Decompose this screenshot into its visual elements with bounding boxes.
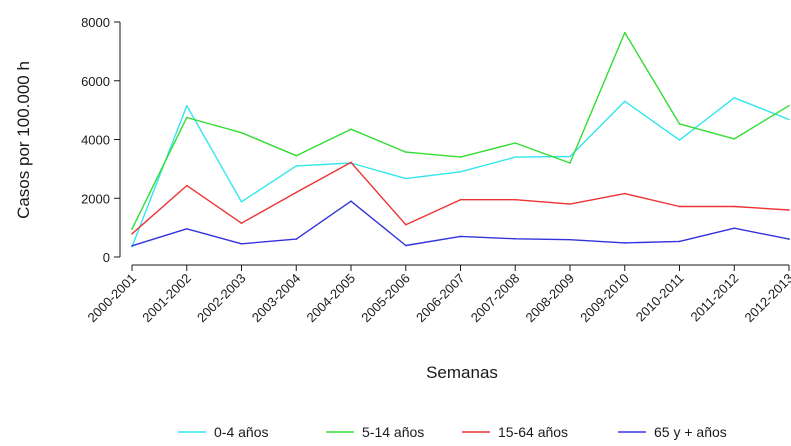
data-point [350,128,352,131]
x-tick-label: 2010-2011 [633,271,687,325]
data-point [350,161,352,164]
x-tick-label: 2012-2013 [742,271,791,326]
data-point [295,165,298,167]
series-layer [131,31,790,248]
data-point [295,238,298,240]
legend-label: 15-64 años [498,424,568,440]
data-point [788,238,790,240]
legend: 0-4 años 5-14 años 15-64 años 65 y + años [178,424,727,440]
y-tick-label: 4000 [81,133,110,148]
data-point [404,151,407,153]
data-point [459,171,462,173]
data-point [404,177,407,180]
data-point [623,242,626,244]
data-point [678,139,681,141]
y-axis-title: Casos por 100.000 h [14,61,33,219]
y-tick-label: 0 [103,250,110,265]
x-tick-label: 2005-2006 [358,271,413,326]
axes: 0 2000 4000 6000 8000 2000-2001 2001-2002 2002-… [81,15,791,325]
data-point [404,244,407,247]
data-point [185,116,188,119]
data-point [459,235,462,238]
data-point [240,200,243,203]
x-tick-label: 2003-2004 [249,271,304,326]
data-point [569,203,571,205]
x-tick-label: 2004-2005 [304,271,359,326]
data-point [185,184,188,187]
data-point [240,131,243,134]
data-point [733,227,736,230]
data-point [514,198,517,201]
data-point [240,222,243,225]
data-point [569,162,571,164]
data-point [185,104,188,107]
data-point [623,192,626,195]
data-point [295,154,298,157]
x-tick-label: 2000-2001 [85,271,140,326]
x-tick-label: 2006-2007 [413,271,468,326]
data-point [788,209,790,211]
data-point [569,238,571,241]
data-point [131,245,133,247]
data-point [733,96,736,99]
data-point [459,156,462,158]
data-point [678,240,681,243]
x-tick-label: 2009-2010 [577,271,632,326]
series-line-2 [131,161,790,235]
legend-label: 5-14 años [362,424,424,440]
x-tick-label: 2011-2012 [687,271,741,325]
data-point [295,191,298,194]
data-point [788,104,790,107]
data-point [514,156,517,158]
data-point [623,31,626,34]
data-point [678,205,681,208]
data-point [131,232,133,235]
legend-label: 65 y + años [654,424,727,440]
data-point [185,228,188,230]
data-point [569,155,571,158]
series-line-3 [131,200,790,247]
data-point [131,228,133,230]
data-point [240,242,243,245]
data-point [788,118,790,121]
data-point [404,223,407,226]
x-tick-label: 2002-2003 [194,271,249,326]
data-point [514,142,517,144]
x-tick-label: 2001-2002 [139,271,194,326]
data-point [623,100,626,103]
legend-label: 0-4 años [214,424,268,440]
data-point [350,200,352,202]
data-point [459,198,462,201]
y-tick-label: 6000 [81,74,110,89]
data-point [733,138,736,140]
x-tick-label: 2008-2009 [523,271,578,326]
x-tick-label: 2007-2008 [468,271,523,326]
data-point [514,237,517,240]
y-tick-label: 2000 [81,191,110,206]
y-tick-label: 8000 [81,15,110,30]
x-axis-title: Semanas [426,363,498,382]
data-point [678,123,681,125]
data-point [733,205,736,208]
